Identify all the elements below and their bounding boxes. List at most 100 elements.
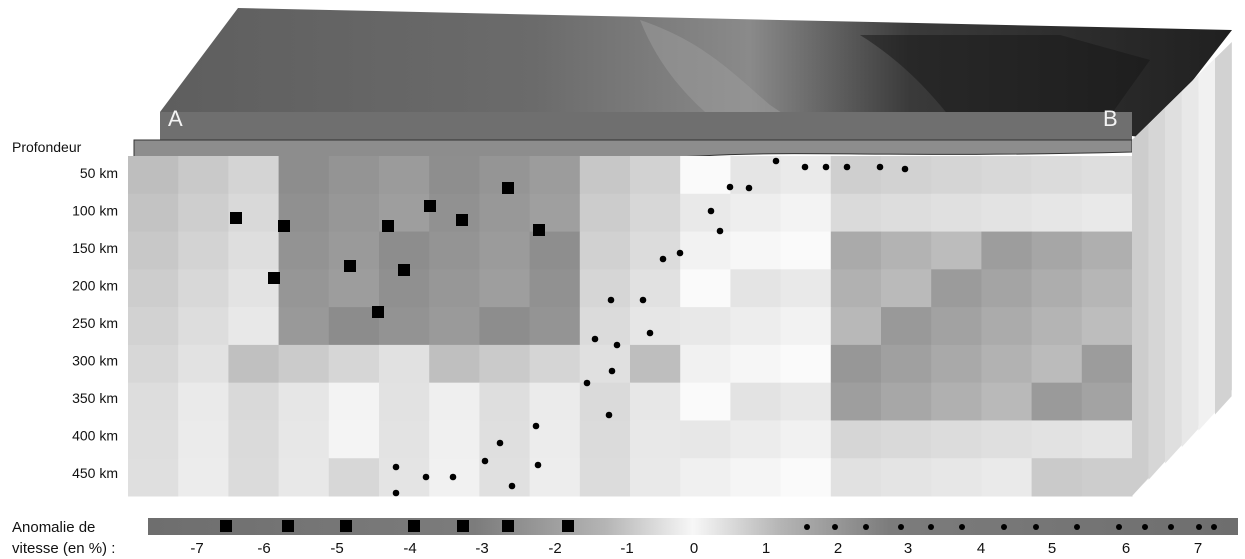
anomaly-cell: [529, 156, 581, 195]
side-face-stripe: [1181, 74, 1199, 448]
anomaly-cell: [730, 307, 782, 346]
depth-label: 200 km: [72, 278, 118, 294]
anomaly-cell: [579, 307, 631, 346]
anomaly-cell: [328, 269, 380, 308]
legend-tick-label: -4: [403, 540, 416, 557]
legend-square-marker: [282, 520, 294, 532]
anomaly-cell: [830, 382, 882, 421]
legend-tick-label: 3: [904, 540, 912, 557]
anomaly-cell: [278, 458, 330, 497]
anomaly-cell: [881, 231, 932, 270]
legend-markers: [220, 520, 1217, 532]
anomaly-cell: [479, 307, 531, 346]
anomaly-cell: [379, 156, 430, 195]
anomaly-cell: [830, 420, 882, 459]
side-face-stripe: [1165, 91, 1182, 464]
legend-ticks: -7 -6 -5 -4 -3 -2 -1 0 1 2 3 4 5 6 7: [190, 540, 1202, 557]
square-marker: [230, 212, 242, 224]
side-face-cells: [1132, 42, 1232, 496]
anomaly-cell: [680, 344, 731, 384]
anomaly-cell: [931, 420, 982, 459]
anomaly-cell: [630, 382, 681, 421]
anomaly-cell: [128, 344, 179, 384]
earthquake-dot: [822, 163, 830, 171]
anomaly-cell: [178, 458, 229, 497]
anomaly-cell: [1081, 156, 1133, 195]
anomaly-cell: [830, 344, 882, 384]
anomaly-cell: [228, 307, 280, 346]
depth-label: 100 km: [72, 203, 118, 219]
legend-color-bar: [148, 518, 1238, 535]
anomaly-cell: [730, 193, 782, 233]
anomaly-cell: [630, 269, 681, 308]
anomaly-cell: [228, 231, 280, 270]
anomaly-cell: [128, 307, 179, 346]
anomaly-cell: [680, 420, 731, 459]
legend-dot-marker: [1168, 524, 1174, 530]
anomaly-cell: [429, 344, 480, 384]
legend-tick-label: -3: [475, 540, 488, 557]
earthquake-dot: [659, 255, 667, 263]
earthquake-dot: [726, 183, 734, 191]
anomaly-cell: [730, 269, 782, 308]
surface-front-band: [160, 112, 1132, 140]
earthquake-dot: [707, 207, 715, 215]
anomaly-cell: [881, 269, 932, 308]
anomaly-cell: [1081, 307, 1133, 346]
label-point-b: B: [1103, 106, 1118, 131]
legend-dot-marker: [1001, 524, 1007, 530]
square-marker: [398, 264, 410, 276]
legend-dot-marker: [1033, 524, 1039, 530]
depth-label: 450 km: [72, 465, 118, 481]
earthquake-dots: [392, 157, 909, 497]
anomaly-cells: [128, 156, 1133, 497]
anomaly-cell: [630, 344, 681, 384]
legend-tick-label: 0: [690, 540, 698, 557]
anomaly-cell: [981, 420, 1033, 459]
legend-dot-marker: [1211, 524, 1217, 530]
anomaly-cell: [730, 382, 782, 421]
earthquake-dot: [876, 163, 884, 171]
anomaly-cell: [730, 458, 782, 497]
legend-title-line2: vitesse (en %) :: [12, 540, 115, 557]
anomaly-cell: [981, 156, 1033, 195]
anomaly-cell: [479, 420, 531, 459]
anomaly-cell: [1081, 420, 1133, 459]
anomaly-cell: [379, 307, 430, 346]
earthquake-dot: [422, 473, 430, 481]
anomaly-cell: [780, 269, 832, 308]
legend-dot-marker: [804, 524, 810, 530]
earthquake-dot: [449, 473, 457, 481]
anomaly-cell: [780, 231, 832, 270]
anomaly-cell: [981, 231, 1033, 270]
anomaly-cell: [379, 382, 430, 421]
earthquake-dot: [496, 439, 504, 447]
legend-square-marker: [562, 520, 574, 532]
anomaly-cell: [1031, 382, 1083, 421]
depth-axis: 50 km 100 km 150 km 200 km 250 km 300 km 350 k…: [72, 165, 118, 481]
anomaly-cell: [128, 231, 179, 270]
anomaly-cell: [931, 231, 982, 270]
anomaly-cell: [1031, 193, 1083, 233]
legend-tick-label: 1: [762, 540, 770, 557]
anomaly-cell: [830, 269, 882, 308]
label-point-a: A: [168, 106, 183, 131]
depth-label: 150 km: [72, 240, 118, 256]
anomaly-cell: [1031, 231, 1083, 270]
anomaly-cell: [981, 269, 1033, 308]
earthquake-dot: [639, 296, 647, 304]
anomaly-cell: [680, 382, 731, 421]
anomaly-cell: [579, 231, 631, 270]
anomaly-cell: [830, 193, 882, 233]
anomaly-cell: [1031, 269, 1083, 308]
anomaly-cell: [429, 193, 480, 233]
anomaly-cell: [630, 458, 681, 497]
legend-tick-label: 5: [1048, 540, 1056, 557]
anomaly-cell: [1031, 156, 1083, 195]
anomaly-cell: [830, 307, 882, 346]
earthquake-dot: [772, 157, 780, 165]
anomaly-cell: [278, 269, 330, 308]
anomaly-cell: [328, 458, 380, 497]
anomaly-cell: [680, 269, 731, 308]
